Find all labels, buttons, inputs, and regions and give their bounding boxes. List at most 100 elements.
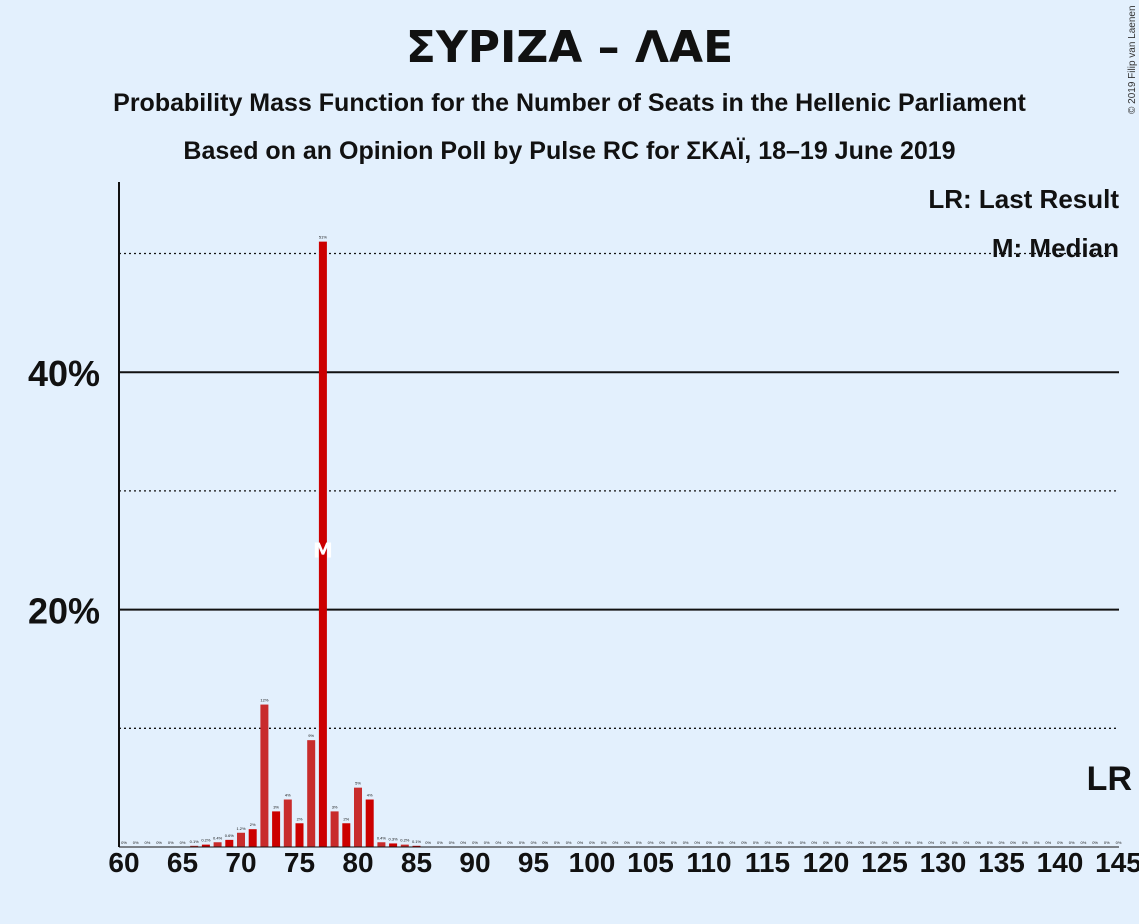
bar-value-label: 0%	[168, 840, 174, 845]
bar-value-label: 0%	[847, 840, 853, 845]
last-result-marker: LR	[1087, 760, 1132, 798]
legend-median: M: Median	[991, 233, 1119, 263]
bar-value-label: 0%	[648, 840, 654, 845]
bar-value-label: 0%	[449, 840, 455, 845]
bar-value-label: 0.1%	[412, 839, 422, 844]
x-tick-label: 145	[1095, 847, 1139, 878]
bar-value-label: 4%	[285, 793, 291, 798]
x-tick-label: 100	[569, 847, 616, 878]
bar-value-label: 12%	[260, 698, 268, 703]
bar-value-label: 2%	[297, 816, 303, 821]
bar-value-label: 0%	[952, 840, 958, 845]
bar-value-label: 0%	[460, 840, 466, 845]
bar-value-label: 0%	[835, 840, 841, 845]
bar-value-label: 51%	[319, 235, 327, 240]
x-tick-label: 80	[342, 847, 373, 878]
bar-seat-85	[412, 845, 421, 847]
bar-seat-76	[307, 740, 316, 847]
bar-value-label: 0%	[1010, 840, 1016, 845]
bar-value-label: 0%	[1034, 840, 1040, 845]
bar-value-label: 0%	[1069, 840, 1075, 845]
bar-value-label: 0.2%	[201, 838, 211, 843]
bar-value-label: 0%	[1045, 840, 1051, 845]
bar-value-label: 0%	[671, 840, 677, 845]
x-tick-label: 70	[225, 847, 256, 878]
x-tick-label: 110	[686, 847, 731, 878]
bar-value-label: 0%	[928, 840, 934, 845]
bar-value-label: 0.6%	[225, 833, 235, 838]
y-tick-label: 40%	[28, 353, 100, 394]
bar-value-label: 0%	[636, 840, 642, 845]
bar-value-label: 0%	[589, 840, 595, 845]
bar-value-label: 0%	[893, 840, 899, 845]
x-tick-label: 60	[108, 847, 139, 878]
x-tick-label: 90	[459, 847, 490, 878]
bar-value-label: 0%	[519, 840, 525, 845]
bar-value-label: 1.2%	[236, 826, 246, 831]
bar-value-label: 5%	[355, 781, 361, 786]
bar-seat-67	[201, 844, 210, 847]
chart-source: Based on an Opinion Poll by Pulse RC for…	[183, 137, 956, 165]
bar-value-label: 0%	[437, 840, 443, 845]
chart-subtitle: Probability Mass Function for the Number…	[113, 89, 1026, 117]
bar-value-label: 0%	[964, 840, 970, 845]
x-tick-label: 125	[861, 847, 908, 878]
bar-value-label: 0%	[694, 840, 700, 845]
bar-value-label: 0%	[133, 840, 139, 845]
bar-value-label: 0%	[1104, 840, 1110, 845]
bar-value-label: 0%	[730, 840, 736, 845]
bar-value-label: 0.1%	[190, 839, 200, 844]
bar-value-label: 0%	[531, 840, 537, 845]
bar-value-label: 0%	[566, 840, 572, 845]
bar-value-label: 0%	[577, 840, 583, 845]
bar-value-label: 0%	[624, 840, 630, 845]
bar-value-label: 0%	[121, 840, 127, 845]
bar-value-label: 0%	[975, 840, 981, 845]
bar-value-label: 0%	[156, 840, 162, 845]
bar-value-label: 0.4%	[213, 835, 223, 840]
bar-seat-69	[225, 839, 234, 847]
bar-value-label: 0%	[882, 840, 888, 845]
bar-value-label: 0%	[870, 840, 876, 845]
bar-value-label: 0%	[180, 840, 186, 845]
x-tick-label: 140	[1037, 847, 1084, 878]
bar-seat-70	[237, 832, 245, 847]
bar-value-label: 0%	[145, 840, 151, 845]
bar-value-label: 0%	[507, 840, 513, 845]
x-tick-label: 130	[920, 847, 967, 878]
bar-value-label: 0%	[542, 840, 548, 845]
bar-value-label: 4%	[367, 793, 373, 798]
bar-seat-73	[272, 811, 281, 847]
x-tick-label: 135	[978, 847, 1025, 878]
bar-value-label: 2%	[250, 822, 256, 827]
bar-value-label: 0%	[706, 840, 712, 845]
bar-seat-81	[365, 799, 374, 847]
bar-seat-80	[354, 787, 362, 847]
bar-seat-68	[213, 842, 222, 847]
bar-seat-78	[330, 811, 339, 847]
bar-seat-83	[389, 843, 398, 847]
x-tick-label: 65	[167, 847, 198, 878]
bar-seat-71	[248, 829, 257, 847]
bar-value-label: 0%	[823, 840, 829, 845]
bar-value-label: 0%	[999, 840, 1005, 845]
bar-value-label: 0%	[718, 840, 724, 845]
bar-value-label: 0%	[987, 840, 993, 845]
chart-title: ΣΥΡΙΖΑ – ΛΑΕ	[405, 22, 734, 73]
bar-value-label: 0%	[905, 840, 911, 845]
bar-seat-79	[342, 823, 351, 847]
x-tick-label: 115	[745, 847, 790, 878]
bar-value-label: 0%	[940, 840, 946, 845]
bar-value-label: 9%	[308, 733, 314, 738]
bar-seat-75	[295, 823, 304, 847]
bar-value-label: 0%	[917, 840, 923, 845]
bar-seat-72	[260, 704, 269, 847]
bar-value-label: 0%	[472, 840, 478, 845]
bar-value-label: 0%	[788, 840, 794, 845]
bar-value-label: 0%	[554, 840, 560, 845]
bar-value-label: 0%	[1092, 840, 1098, 845]
bar-value-label: 0%	[659, 840, 665, 845]
bar-seat-74	[283, 799, 292, 847]
bar-value-label: 0%	[858, 840, 864, 845]
